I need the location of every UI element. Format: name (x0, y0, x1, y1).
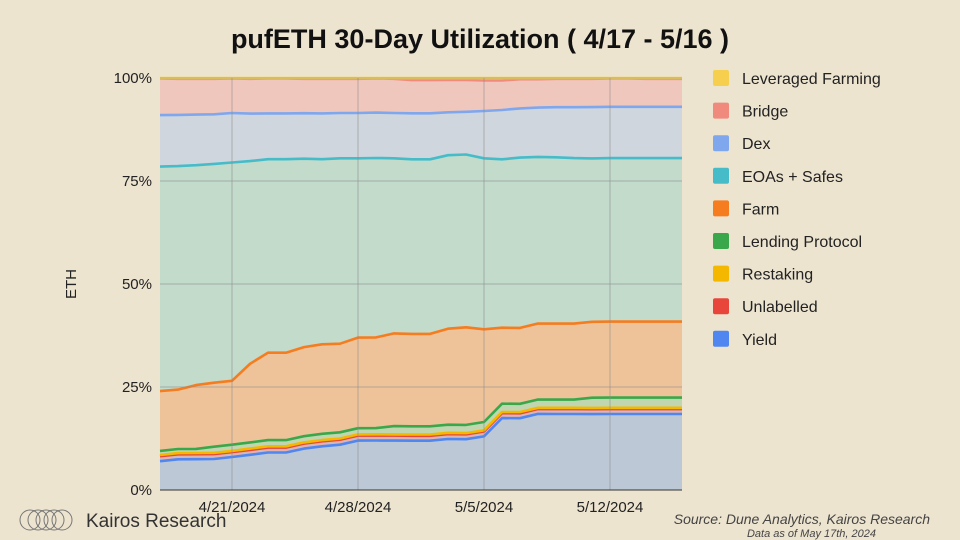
source-text: Source: Dune Analytics, Kairos Research (674, 511, 930, 527)
line-eoas-safes (159, 153, 682, 168)
legend-label: Farm (742, 201, 779, 218)
legend-item: Unlabelled (713, 298, 818, 316)
legend-item: EOAs + Safes (713, 167, 843, 186)
legend: Leveraged Farming Bridge Dex EOAs + Safes Fa… (713, 70, 881, 349)
line-farm (159, 320, 682, 393)
logo-ring-icon (51, 509, 73, 531)
chart-title: pufETH 30-Day Utilization ( 4/17 - 5/16 … (231, 24, 729, 54)
legend-swatch (713, 200, 729, 217)
area-farm (160, 321, 682, 451)
legend-label: Unlabelled (742, 299, 818, 316)
legend-item: Dex (713, 135, 770, 153)
data-date-note: Data as of May 17th, 2024 (747, 528, 876, 540)
y-tick-label: 75% (122, 173, 152, 190)
brand-logo (19, 509, 73, 531)
legend-label: Bridge (742, 104, 788, 121)
line-yield (159, 412, 682, 463)
legend-label: Dex (742, 136, 770, 153)
legend-label: Lending Protocol (742, 234, 862, 251)
legend-item: Farm (713, 200, 779, 218)
grid-lines (160, 77, 682, 491)
y-tick-label: 100% (114, 70, 152, 87)
legend-item: Bridge (713, 102, 788, 121)
area-bridge (160, 78, 682, 116)
area-dex (160, 106, 682, 167)
x-axis-ticks: 4/21/2024 4/28/2024 5/5/2024 5/12/2024 (199, 499, 644, 516)
legend-label: Yield (742, 332, 777, 349)
legend-item: Lending Protocol (713, 233, 862, 251)
y-tick-label: 25% (122, 379, 152, 396)
legend-label: Leveraged Farming (742, 71, 881, 88)
x-tick-label: 5/5/2024 (455, 499, 513, 516)
x-tick-label: 5/12/2024 (577, 499, 644, 516)
legend-swatch (713, 298, 729, 315)
legend-label: Restaking (742, 267, 813, 284)
y-tick-label: 50% (122, 276, 152, 293)
area-eoas-safes (160, 154, 682, 392)
line-dex (159, 105, 682, 117)
logo-ring-icon (27, 509, 49, 531)
area-yield (160, 413, 682, 490)
logo-ring-icon (43, 509, 65, 531)
legend-item: Restaking (713, 265, 813, 284)
legend-item: Yield (713, 330, 777, 349)
stacked-areas (160, 78, 682, 490)
legend-swatch (713, 330, 729, 347)
legend-label: EOAs + Safes (742, 169, 843, 186)
area-unlabelled (160, 409, 682, 462)
legend-item: Leveraged Farming (713, 70, 881, 88)
brand-name: Kairos Research (86, 511, 226, 532)
y-axis-label: ETH (63, 269, 80, 299)
legend-swatch (713, 102, 729, 119)
legend-swatch (713, 135, 729, 152)
y-tick-label: 0% (130, 482, 152, 499)
legend-swatch (713, 233, 729, 249)
x-tick-label: 4/21/2024 (199, 499, 266, 516)
x-tick-label: 4/28/2024 (325, 499, 392, 516)
y-axis-ticks: 0% 25% 50% 75% 100% (114, 70, 152, 499)
legend-swatch (713, 70, 729, 86)
logo-ring-icon (19, 509, 41, 531)
logo-ring-icon (35, 509, 57, 531)
line-restaking (159, 406, 682, 457)
line-lending-protocol (159, 396, 682, 453)
legend-swatch (713, 167, 729, 184)
legend-swatch (713, 265, 729, 282)
